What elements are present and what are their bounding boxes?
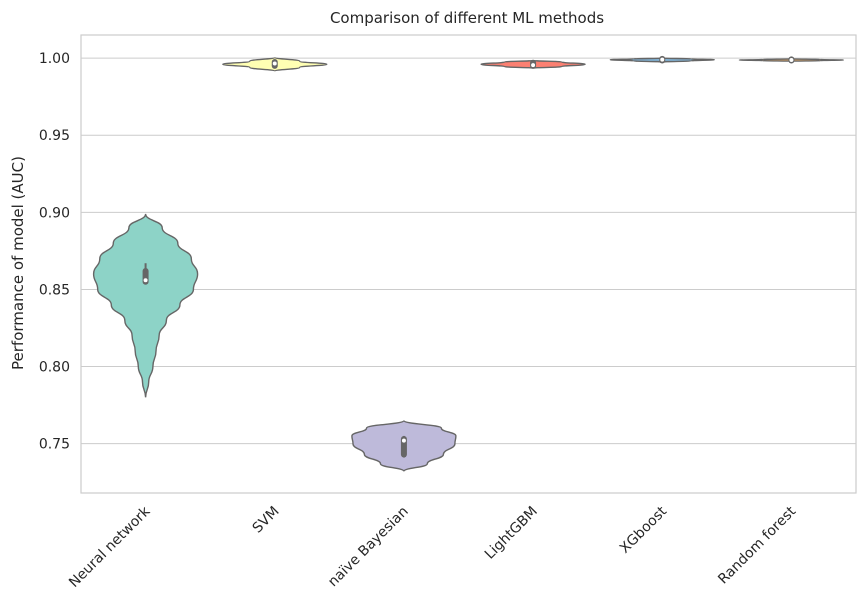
chart-title: Comparison of different ML methods — [330, 9, 604, 27]
violins — [92, 55, 845, 473]
x-tick-label: SVM — [250, 504, 283, 537]
y-tick-label: 0.75 — [39, 437, 70, 453]
y-tick-label: 1.00 — [39, 51, 70, 67]
violin-median-marker — [530, 62, 536, 68]
violin-median-marker — [401, 437, 407, 444]
violin-group — [92, 213, 199, 398]
x-tick-label: Random forest — [715, 503, 799, 587]
violin-median-marker — [142, 277, 149, 283]
x-tick-label: LightGBM — [482, 504, 541, 563]
grid-lines — [81, 57, 856, 445]
plot-frame — [80, 34, 857, 494]
x-tick-label: Neural network — [66, 503, 154, 591]
violin-group — [609, 55, 716, 64]
y-tick-labels: 0.75 0.80 0.85 0.90 0.95 1.00 — [39, 51, 70, 453]
violin-group — [222, 56, 328, 72]
violin-group — [480, 59, 586, 69]
violin-body — [92, 213, 199, 398]
y-tick-label: 0.85 — [39, 282, 70, 298]
violin-group — [738, 56, 845, 64]
y-tick-label: 0.80 — [39, 360, 70, 376]
violin-median-marker — [272, 60, 278, 67]
x-tick-label: XGboost — [617, 503, 671, 557]
x-tick-label: naïve Bayesian — [325, 504, 412, 591]
violin-group — [351, 419, 457, 473]
y-axis-label: Performance of model (AUC) — [9, 156, 27, 370]
x-tick-labels: Neural network SVM naïve Bayesian LightGBM X… — [66, 503, 800, 591]
y-tick-label: 0.95 — [39, 128, 70, 144]
violin-median-marker — [788, 57, 795, 63]
violin-median-marker — [659, 57, 665, 63]
y-tick-label: 0.90 — [39, 205, 70, 221]
